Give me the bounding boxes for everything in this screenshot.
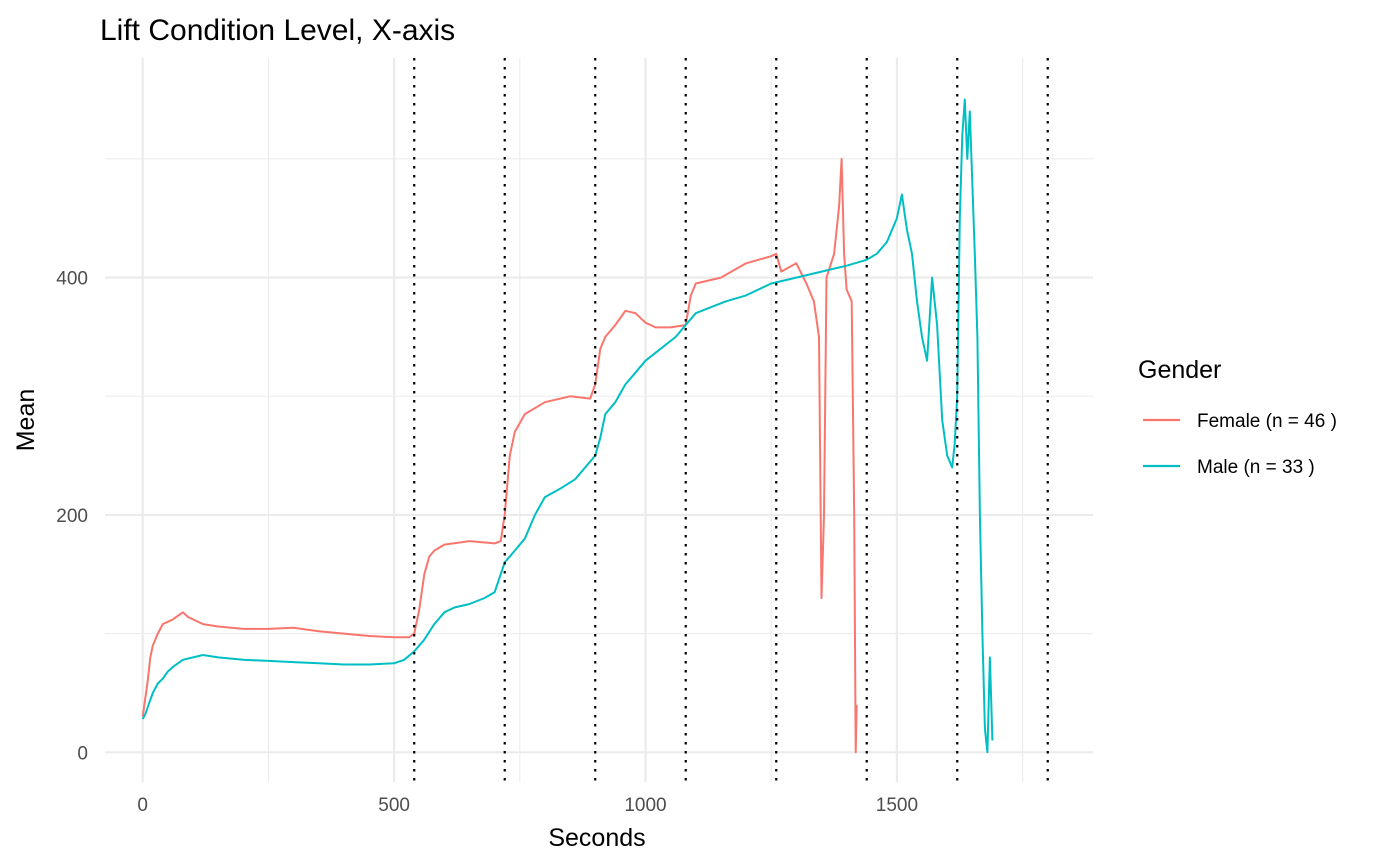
minor-gridlines (105, 58, 1093, 782)
legend-label-female: Female (n = 46 ) (1197, 411, 1337, 432)
legend-title: Gender (1138, 356, 1221, 384)
legend-label-male: Male (n = 33 ) (1197, 457, 1315, 478)
legend: Gender Female (n = 46 ) Male (n = 33 ) (1138, 356, 1337, 478)
x-tick-label: 0 (137, 795, 148, 816)
x-axis-tick-labels: 0 500 1000 1500 (137, 795, 918, 816)
x-tick-label: 1500 (876, 795, 918, 816)
y-axis-tick-labels: 0 200 400 (56, 269, 88, 765)
series-layer (141, 98, 994, 754)
x-axis-title: Seconds (548, 824, 645, 852)
y-axis-title: Mean (12, 389, 40, 452)
x-tick-label: 1000 (624, 795, 666, 816)
chart-title: Lift Condition Level, X-axis (100, 14, 455, 47)
series-line-male (141, 98, 994, 754)
y-tick-label: 200 (56, 506, 88, 527)
y-tick-label: 0 (77, 743, 88, 764)
reference-lines (413, 58, 1049, 782)
major-gridlines (105, 58, 1093, 782)
y-tick-label: 400 (56, 269, 88, 290)
x-tick-label: 500 (378, 795, 410, 816)
series-line-female (141, 157, 858, 754)
